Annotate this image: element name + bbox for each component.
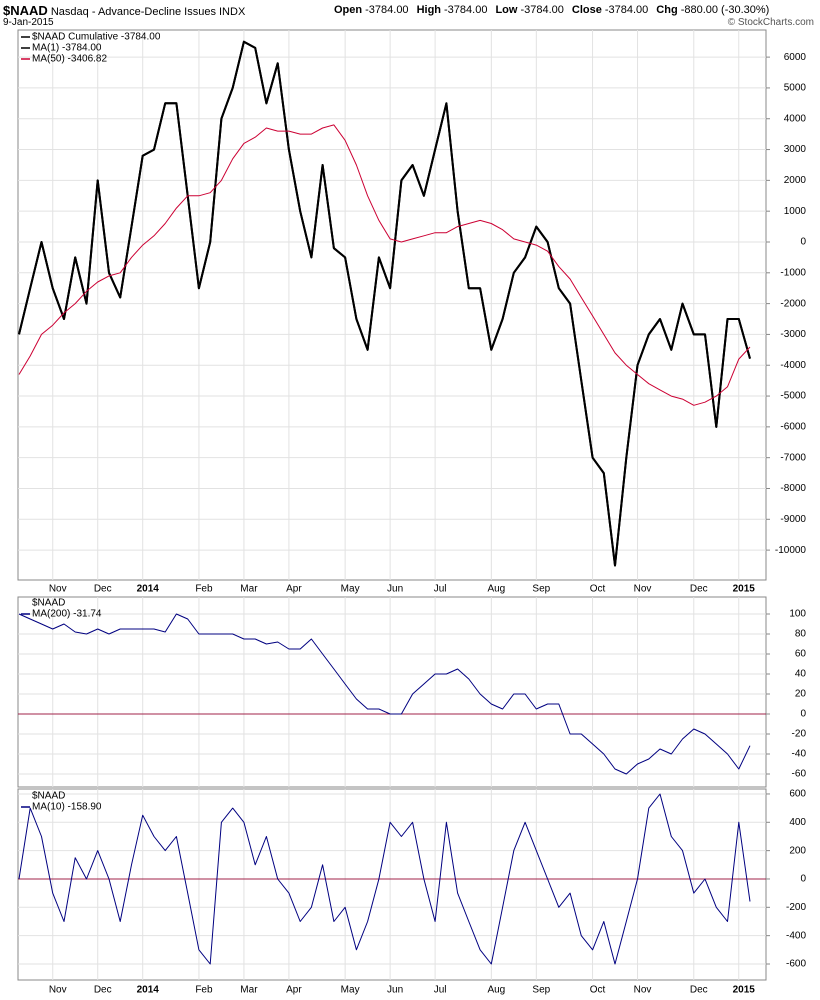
x-tick-label: Dec — [690, 584, 708, 595]
y-tick-label: 20 — [795, 689, 807, 700]
y-tick-label: 200 — [789, 845, 806, 856]
y-tick-label: -2000 — [780, 298, 806, 309]
x-tick-label: Oct — [590, 584, 606, 595]
y-tick-label: 600 — [789, 789, 806, 800]
quote: Open -3784.00 High -3784.00 Low -3784.00 Close… — [334, 4, 777, 16]
x-tick-label: Apr — [286, 584, 302, 595]
y-tick-label: 100 — [789, 609, 806, 620]
x-tick-label: Jul — [434, 985, 447, 996]
quote-value: -3784.00 — [604, 4, 649, 16]
x-tick-label: Jun — [387, 584, 403, 595]
x-tick-label: May — [341, 584, 360, 595]
y-tick-label: 80 — [795, 629, 807, 640]
quote-label: Chg — [656, 4, 678, 16]
quote-label: Open — [334, 4, 363, 16]
date: 9-Jan-2015 — [3, 17, 54, 28]
quote-value: -880.00 (-30.30%) — [680, 4, 770, 16]
x-tick-label: Nov — [634, 985, 652, 996]
x-tick-label: Apr — [286, 985, 302, 996]
series-line — [18, 124, 751, 406]
legend-label: MA(200) -31.74 — [32, 609, 102, 620]
x-tick-label: Jun — [387, 985, 403, 996]
x-tick-label: Nov — [49, 985, 67, 996]
panel-frame — [17, 788, 767, 981]
header-title: $NAAD Nasdaq - Advance-Decline Issues IN… — [3, 3, 245, 18]
x-tick-label: Sep — [532, 985, 550, 996]
y-tick-label: -5000 — [780, 391, 806, 402]
y-tick-label: -6000 — [780, 422, 806, 433]
legend-label: MA(1) -3784.00 — [32, 43, 102, 54]
y-tick-label: -40 — [792, 749, 807, 760]
y-tick-label: -200 — [786, 902, 806, 913]
y-tick-label: 5000 — [784, 83, 807, 94]
panel-frame — [17, 596, 767, 788]
x-tick-label: 2014 — [137, 584, 160, 595]
x-tick-label: Nov — [634, 584, 652, 595]
x-tick-label: Aug — [487, 985, 505, 996]
y-tick-label: 6000 — [784, 52, 807, 63]
quote-value: -3784.00 — [444, 4, 488, 16]
y-tick-label: -8000 — [780, 483, 806, 494]
legend-label: $NAAD Cumulative -3784.00 — [32, 32, 161, 43]
x-tick-label: Feb — [195, 985, 213, 996]
x-tick-label: Feb — [195, 584, 213, 595]
x-tick-label: 2014 — [137, 985, 160, 996]
panel-frame — [17, 29, 767, 581]
y-tick-label: 0 — [800, 237, 806, 248]
y-tick-label: 40 — [795, 669, 807, 680]
x-tick-label: Dec — [94, 985, 112, 996]
series-line — [18, 40, 751, 567]
x-tick-label: Aug — [487, 584, 505, 595]
y-tick-label: -400 — [786, 930, 806, 941]
series-line — [18, 793, 751, 965]
y-tick-label: -20 — [792, 729, 807, 740]
x-tick-label: Dec — [94, 584, 112, 595]
y-tick-label: 60 — [795, 649, 807, 660]
quote-label: High — [416, 4, 442, 16]
copyright: © StockCharts.com — [727, 17, 814, 28]
legend-label: MA(10) -158.90 — [32, 802, 102, 813]
quote-label: Close — [571, 4, 602, 16]
y-tick-label: -7000 — [780, 452, 806, 463]
y-tick-label: -1000 — [780, 267, 806, 278]
quote-label: Low — [495, 4, 518, 16]
y-tick-label: 3000 — [784, 144, 807, 155]
x-tick-label: May — [341, 985, 360, 996]
x-tick-label: Dec — [690, 985, 708, 996]
x-tick-label: Mar — [240, 584, 258, 595]
y-tick-label: 4000 — [784, 113, 807, 124]
y-tick-label: 0 — [800, 874, 806, 885]
y-tick-label: 0 — [800, 709, 806, 720]
y-tick-label: -10000 — [775, 545, 807, 556]
x-tick-label: 2015 — [733, 584, 756, 595]
y-tick-label: -9000 — [780, 514, 806, 525]
y-tick-label: -60 — [792, 769, 807, 780]
x-tick-label: Nov — [49, 584, 67, 595]
x-tick-label: 2015 — [733, 985, 756, 996]
y-tick-label: -4000 — [780, 360, 806, 371]
symbol: $NAAD — [3, 3, 48, 18]
legend-label: MA(50) -3406.82 — [32, 54, 107, 65]
panel-title: $NAAD — [32, 598, 65, 609]
x-tick-label: Oct — [590, 985, 606, 996]
series-line — [18, 613, 751, 775]
x-tick-label: Mar — [240, 985, 258, 996]
y-tick-label: 400 — [789, 817, 806, 828]
x-tick-label: Sep — [532, 584, 550, 595]
y-tick-label: -3000 — [780, 329, 806, 340]
x-tick-label: Jul — [434, 584, 447, 595]
y-tick-label: 1000 — [784, 206, 807, 217]
quote-value: -3784.00 — [520, 4, 564, 16]
index-name: Nasdaq - Advance-Decline Issues INDX — [50, 6, 246, 18]
y-tick-label: 2000 — [784, 175, 807, 186]
quote-value: -3784.00 — [365, 4, 409, 16]
y-tick-label: -600 — [786, 959, 806, 970]
panel-title: $NAAD — [32, 791, 65, 802]
